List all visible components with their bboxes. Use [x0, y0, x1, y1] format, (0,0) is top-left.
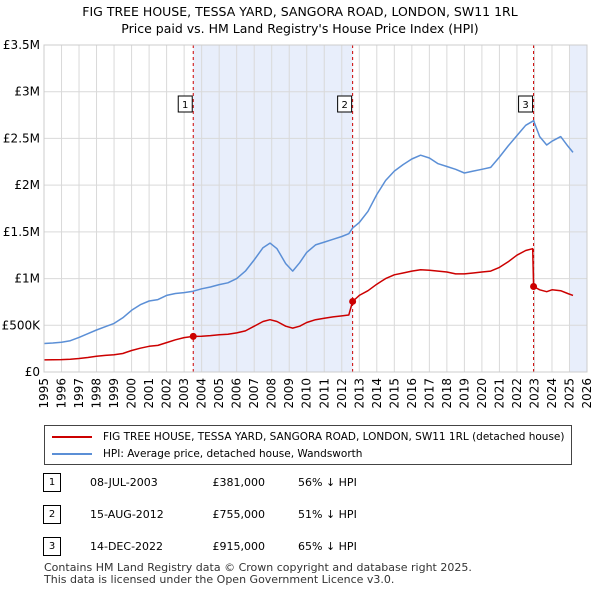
x-tick-label: 1997 — [72, 378, 86, 409]
transaction-number: 3 — [43, 537, 61, 556]
x-tick-label: 1996 — [55, 378, 69, 409]
chart-subtitle: Price paid vs. HM Land Registry's House … — [121, 21, 479, 36]
x-tick-label: 2002 — [160, 378, 174, 409]
x-tick-label: 2019 — [457, 378, 471, 409]
x-tick-label: 2003 — [177, 378, 191, 409]
sale-label-box — [177, 95, 193, 113]
transaction-number: 2 — [43, 505, 61, 524]
x-tick-label: 2025 — [562, 378, 576, 409]
x-tick-label: 2024 — [545, 378, 559, 409]
x-tick-label: 2014 — [370, 378, 384, 409]
sale-label-box — [337, 95, 353, 113]
shaded-period — [569, 45, 587, 372]
y-tick-label: £500K — [2, 318, 42, 332]
legend-label-hpi: HPI: Average price, detached house, Wand… — [103, 448, 363, 460]
transaction-date: 14-DEC-2022 — [90, 540, 164, 553]
plot-frame — [43, 44, 588, 373]
transaction-row: 1 08-JUL-2003 £381,000 56% ↓ HPI — [0, 473, 600, 493]
x-tick-label: 2005 — [212, 378, 226, 409]
x-tick-label: 2026 — [580, 378, 594, 409]
sale-point — [189, 332, 197, 340]
transaction-row: 3 14-DEC-2022 £915,000 65% ↓ HPI — [0, 537, 600, 557]
x-tick-label: 2016 — [405, 378, 419, 409]
transaction-row: 2 15-AUG-2012 £755,000 51% ↓ HPI — [0, 505, 600, 525]
x-tick-label: 2010 — [300, 378, 314, 409]
y-tick-label: £0 — [25, 365, 40, 379]
x-tick-label: 1999 — [107, 378, 121, 409]
transaction-date: 08-JUL-2003 — [90, 476, 158, 489]
x-tick-label: 2013 — [352, 378, 366, 409]
price-chart: 1 2 3 1995 1996 1997 1998 1999 2000 2001 2002 2003… — [2, 38, 594, 409]
x-tick-label: 2009 — [282, 378, 296, 409]
footer-copyright: Contains HM Land Registry data © Crown c… — [44, 561, 472, 574]
x-tick-label: 1995 — [37, 378, 51, 409]
transaction-number: 1 — [43, 473, 61, 492]
x-tick-label: 2021 — [492, 378, 506, 409]
legend-swatch-hpi — [52, 453, 92, 455]
x-tick-label: 2022 — [510, 378, 524, 409]
transaction-price: £381,000 — [212, 476, 266, 489]
hpi-series-line — [43, 119, 574, 345]
x-tick-label: 2006 — [230, 378, 244, 409]
x-tick-label: 2004 — [195, 378, 209, 409]
x-tick-label: 2018 — [440, 378, 454, 409]
sale-label-number: 3 — [522, 100, 528, 111]
y-tick-label: £1M — [14, 272, 40, 286]
transaction-hpi-diff: 65% ↓ HPI — [298, 540, 357, 553]
x-tick-label: 2023 — [527, 378, 541, 409]
y-tick-label: £2M — [14, 178, 40, 192]
chart-title: FIG TREE HOUSE, TESSA YARD, SANGORA ROAD… — [82, 4, 518, 19]
y-tick-label: £3M — [14, 85, 40, 99]
legend-swatch-property — [52, 436, 92, 438]
y-tick-label: £3.5M — [3, 38, 40, 52]
x-tick-label: 2008 — [265, 378, 279, 409]
legend-label-property: FIG TREE HOUSE, TESSA YARD, SANGORA ROAD… — [103, 431, 565, 443]
shaded-period — [193, 45, 353, 372]
y-tick-label: £2.5M — [3, 131, 40, 145]
sale-label-box — [518, 95, 534, 113]
chart-legend: FIG TREE HOUSE, TESSA YARD, SANGORA ROAD… — [44, 425, 572, 465]
x-tick-label: 1998 — [90, 378, 104, 409]
sale-label-number: 2 — [341, 100, 347, 111]
x-tick-label: 2012 — [335, 378, 349, 409]
transaction-hpi-diff: 51% ↓ HPI — [298, 508, 357, 521]
sale-point — [349, 297, 357, 305]
transaction-date: 15-AUG-2012 — [90, 508, 164, 521]
x-tick-label: 2015 — [387, 378, 401, 409]
footer-licence: This data is licensed under the Open Gov… — [44, 573, 395, 586]
x-tick-label: 2001 — [142, 378, 156, 409]
transaction-hpi-diff: 56% ↓ HPI — [298, 476, 357, 489]
x-tick-label: 2020 — [475, 378, 489, 409]
sale-label-number: 1 — [182, 100, 188, 111]
x-tick-label: 2000 — [125, 378, 139, 409]
transaction-price: £755,000 — [212, 508, 266, 521]
y-tick-label: £1.5M — [3, 225, 40, 239]
property-series-line — [43, 247, 574, 361]
x-tick-label: 2011 — [317, 378, 331, 409]
transaction-price: £915,000 — [212, 540, 266, 553]
sale-point — [530, 283, 538, 291]
x-tick-label: 2007 — [247, 378, 261, 409]
x-tick-label: 2017 — [422, 378, 436, 409]
